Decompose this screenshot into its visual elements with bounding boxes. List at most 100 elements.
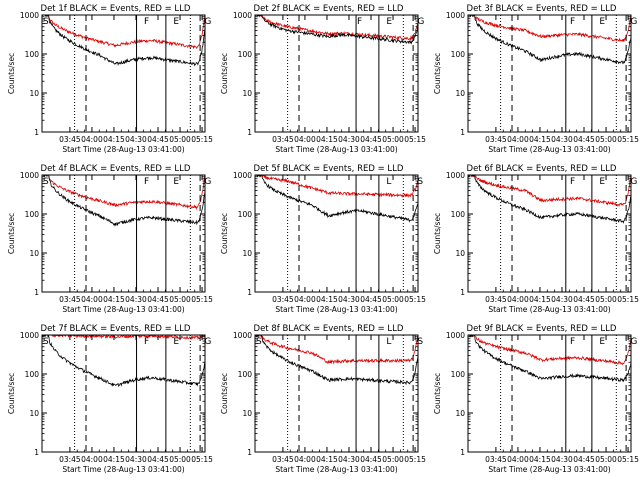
x-tick-label: 03:45 <box>59 455 81 464</box>
y-tick-label: 10 <box>242 409 252 418</box>
y-tick-label: 1 <box>34 288 39 297</box>
panel-5: Det 5f BLACK = Events, RED = LLD L S 1 10 100… <box>220 164 426 314</box>
y-axis-label: Counts/sec <box>220 213 229 254</box>
plot-frame <box>254 334 419 453</box>
x-tick-label: 04:30 <box>551 135 573 144</box>
marker-label: E <box>599 17 605 27</box>
y-tick-label: 10 <box>29 409 39 418</box>
y-tick-label: 100 <box>238 210 253 219</box>
x-tick-label: 05:00 <box>169 135 191 144</box>
y-tick-label: 1000 <box>233 171 252 180</box>
x-axis-label: Start Time (28-Aug-13 03:41:00) <box>275 305 397 314</box>
y-axis-label: Counts/sec <box>7 373 16 414</box>
x-tick-label: 03:45 <box>485 135 507 144</box>
marker-label: S <box>43 17 49 27</box>
marker-label: L <box>386 337 391 347</box>
x-tick-label: 05:15 <box>404 295 426 304</box>
y-tick-label: 100 <box>451 50 466 59</box>
x-tick-label: 05:00 <box>169 455 191 464</box>
marker-label: F <box>570 177 575 187</box>
x-tick-label: 05:00 <box>595 455 617 464</box>
panel-title: Det 1f BLACK = Events, RED = LLD <box>41 4 191 14</box>
y-tick-label: 1 <box>247 288 252 297</box>
marker-label: S <box>256 337 262 347</box>
x-tick-label: 04:15 <box>529 295 551 304</box>
x-axis-label: Start Time (28-Aug-13 03:41:00) <box>275 465 397 474</box>
x-tick-label: 04:30 <box>125 135 147 144</box>
y-tick-label: 10 <box>29 89 39 98</box>
y-tick-label: 1000 <box>446 331 465 340</box>
lld-series-line <box>42 175 205 211</box>
x-tick-label: 04:00 <box>294 135 316 144</box>
y-tick-label: 1 <box>460 448 465 457</box>
y-tick-label: 1000 <box>446 171 465 180</box>
panel-4: Det 4f BLACK = Events, RED = LLD S F E G 1 10 1… <box>7 164 213 314</box>
lld-series-line <box>42 335 205 341</box>
x-tick-label: 03:45 <box>272 295 294 304</box>
marker-label: F <box>570 17 575 27</box>
events-series-line <box>257 175 418 223</box>
events-series-line <box>256 15 418 45</box>
y-tick-label: 1 <box>34 128 39 137</box>
y-tick-label: 10 <box>242 89 252 98</box>
x-axis-label: Start Time (28-Aug-13 03:41:00) <box>62 305 184 314</box>
marker-label: G <box>630 177 637 187</box>
y-tick-label: 1000 <box>20 171 39 180</box>
lld-series-line <box>255 15 418 42</box>
panel-title: Det 7f BLACK = Events, RED = LLD <box>41 324 191 334</box>
x-tick-label: 05:15 <box>191 455 213 464</box>
events-series-line <box>468 335 631 383</box>
marker-label: F <box>570 337 575 347</box>
x-axis-label: Start Time (28-Aug-13 03:41:00) <box>275 145 397 154</box>
x-tick-label: 04:30 <box>338 295 360 304</box>
plot-frame <box>41 14 206 133</box>
events-series-line <box>42 175 205 227</box>
marker-label: L <box>386 177 391 187</box>
x-tick-label: 05:00 <box>382 135 404 144</box>
x-tick-label: 05:15 <box>617 135 639 144</box>
x-tick-label: 04:00 <box>81 455 103 464</box>
x-tick-label: 04:45 <box>360 135 382 144</box>
marker-label: E <box>599 177 605 187</box>
y-axis-label: Counts/sec <box>433 53 442 94</box>
plot-frame <box>254 14 419 133</box>
events-series-line <box>42 15 205 67</box>
lld-series-line <box>468 175 631 207</box>
panel-7: Det 7f BLACK = Events, RED = LLD S F E G 1 10 1… <box>7 324 213 474</box>
x-tick-label: 05:15 <box>404 455 426 464</box>
marker-label: G <box>417 17 424 27</box>
marker-label: F <box>144 337 149 347</box>
panel-8: Det 8f BLACK = Events, RED = LLD S L S 1 10 10… <box>220 324 426 474</box>
x-tick-label: 04:00 <box>507 455 529 464</box>
y-tick-label: 100 <box>25 210 40 219</box>
x-tick-label: 05:00 <box>595 135 617 144</box>
y-tick-label: 1000 <box>20 11 39 20</box>
y-tick-label: 10 <box>455 89 465 98</box>
y-tick-label: 1000 <box>233 331 252 340</box>
events-series-line <box>255 335 418 386</box>
lld-series-line <box>255 335 418 365</box>
x-tick-label: 04:30 <box>338 455 360 464</box>
x-tick-label: 05:00 <box>595 295 617 304</box>
x-tick-label: 05:15 <box>191 295 213 304</box>
y-tick-label: 1 <box>247 128 252 137</box>
x-tick-label: 04:15 <box>316 295 338 304</box>
x-tick-label: 04:45 <box>147 135 169 144</box>
panel-title: Det 5f BLACK = Events, RED = LLD <box>254 164 404 174</box>
y-axis-label: Counts/sec <box>7 53 16 94</box>
y-tick-label: 1 <box>460 288 465 297</box>
y-tick-label: 100 <box>238 370 253 379</box>
y-axis-label: Counts/sec <box>220 53 229 94</box>
x-tick-label: 04:00 <box>294 295 316 304</box>
y-tick-label: 1000 <box>446 11 465 20</box>
x-tick-label: 05:00 <box>382 455 404 464</box>
x-tick-label: 03:45 <box>272 455 294 464</box>
panel-title: Det 8f BLACK = Events, RED = LLD <box>254 324 404 334</box>
marker-label: E <box>173 177 179 187</box>
x-axis-label: Start Time (28-Aug-13 03:41:00) <box>62 465 184 474</box>
x-tick-label: 03:45 <box>485 455 507 464</box>
events-series-line <box>42 335 205 388</box>
x-tick-label: 04:00 <box>507 295 529 304</box>
x-tick-label: 04:45 <box>573 295 595 304</box>
